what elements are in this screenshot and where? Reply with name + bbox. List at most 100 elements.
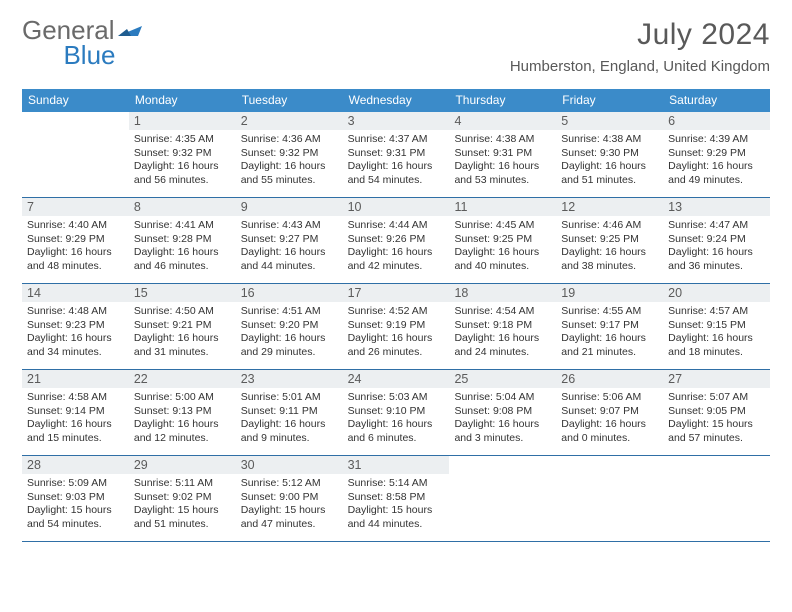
day-number: 18: [449, 284, 556, 302]
daylight-line: Daylight: 15 hours and 47 minutes.: [241, 504, 338, 531]
day-cell: 23Sunrise: 5:01 AMSunset: 9:11 PMDayligh…: [236, 370, 343, 456]
dow-cell: Tuesday: [236, 89, 343, 112]
day-number: 28: [22, 456, 129, 474]
daylight-line: Daylight: 16 hours and 53 minutes.: [454, 160, 551, 187]
sunset-line: Sunset: 9:07 PM: [561, 405, 658, 419]
sunset-line: Sunset: 9:15 PM: [668, 319, 765, 333]
title-block: July 2024 Humberston, England, United Ki…: [510, 18, 770, 75]
day-cell: 9Sunrise: 4:43 AMSunset: 9:27 PMDaylight…: [236, 198, 343, 284]
day-body: Sunrise: 5:12 AMSunset: 9:00 PMDaylight:…: [236, 474, 343, 538]
sunset-line: Sunset: 9:03 PM: [27, 491, 124, 505]
day-cell: [556, 456, 663, 542]
day-body: [22, 130, 129, 139]
day-number: 17: [343, 284, 450, 302]
daylight-line: Daylight: 16 hours and 0 minutes.: [561, 418, 658, 445]
day-number: 26: [556, 370, 663, 388]
day-body: Sunrise: 4:35 AMSunset: 9:32 PMDaylight:…: [129, 130, 236, 194]
day-body: Sunrise: 4:36 AMSunset: 9:32 PMDaylight:…: [236, 130, 343, 194]
day-body: Sunrise: 5:06 AMSunset: 9:07 PMDaylight:…: [556, 388, 663, 452]
daylight-line: Daylight: 16 hours and 29 minutes.: [241, 332, 338, 359]
location: Humberston, England, United Kingdom: [510, 58, 770, 75]
daylight-line: Daylight: 15 hours and 57 minutes.: [668, 418, 765, 445]
day-body: [449, 474, 556, 483]
day-body: Sunrise: 4:58 AMSunset: 9:14 PMDaylight:…: [22, 388, 129, 452]
sunrise-line: Sunrise: 4:45 AM: [454, 219, 551, 233]
day-cell: 10Sunrise: 4:44 AMSunset: 9:26 PMDayligh…: [343, 198, 450, 284]
week-row: 28Sunrise: 5:09 AMSunset: 9:03 PMDayligh…: [22, 456, 770, 542]
dow-cell: Friday: [556, 89, 663, 112]
day-cell: 11Sunrise: 4:45 AMSunset: 9:25 PMDayligh…: [449, 198, 556, 284]
day-number: 16: [236, 284, 343, 302]
day-number: [556, 456, 663, 474]
sunset-line: Sunset: 9:30 PM: [561, 147, 658, 161]
sunset-line: Sunset: 9:17 PM: [561, 319, 658, 333]
day-cell: 7Sunrise: 4:40 AMSunset: 9:29 PMDaylight…: [22, 198, 129, 284]
day-body: Sunrise: 5:14 AMSunset: 8:58 PMDaylight:…: [343, 474, 450, 538]
day-cell: 1Sunrise: 4:35 AMSunset: 9:32 PMDaylight…: [129, 112, 236, 198]
day-number: 29: [129, 456, 236, 474]
sunrise-line: Sunrise: 5:00 AM: [134, 391, 231, 405]
sunset-line: Sunset: 9:25 PM: [454, 233, 551, 247]
daylight-line: Daylight: 16 hours and 9 minutes.: [241, 418, 338, 445]
daylight-line: Daylight: 16 hours and 54 minutes.: [348, 160, 445, 187]
day-body: Sunrise: 4:40 AMSunset: 9:29 PMDaylight:…: [22, 216, 129, 280]
sunset-line: Sunset: 9:32 PM: [241, 147, 338, 161]
day-cell: 5Sunrise: 4:38 AMSunset: 9:30 PMDaylight…: [556, 112, 663, 198]
day-cell: 30Sunrise: 5:12 AMSunset: 9:00 PMDayligh…: [236, 456, 343, 542]
sunset-line: Sunset: 9:18 PM: [454, 319, 551, 333]
sunrise-line: Sunrise: 5:06 AM: [561, 391, 658, 405]
dow-row: SundayMondayTuesdayWednesdayThursdayFrid…: [22, 89, 770, 112]
day-body: Sunrise: 4:38 AMSunset: 9:30 PMDaylight:…: [556, 130, 663, 194]
day-cell: 14Sunrise: 4:48 AMSunset: 9:23 PMDayligh…: [22, 284, 129, 370]
day-cell: 2Sunrise: 4:36 AMSunset: 9:32 PMDaylight…: [236, 112, 343, 198]
sunset-line: Sunset: 9:31 PM: [454, 147, 551, 161]
day-number: 9: [236, 198, 343, 216]
sunrise-line: Sunrise: 5:04 AM: [454, 391, 551, 405]
day-body: Sunrise: 4:48 AMSunset: 9:23 PMDaylight:…: [22, 302, 129, 366]
sunset-line: Sunset: 9:10 PM: [348, 405, 445, 419]
day-cell: 16Sunrise: 4:51 AMSunset: 9:20 PMDayligh…: [236, 284, 343, 370]
dow-cell: Sunday: [22, 89, 129, 112]
day-cell: 22Sunrise: 5:00 AMSunset: 9:13 PMDayligh…: [129, 370, 236, 456]
day-number: 13: [663, 198, 770, 216]
logo-mark-icon: [118, 18, 144, 43]
day-cell: 18Sunrise: 4:54 AMSunset: 9:18 PMDayligh…: [449, 284, 556, 370]
daylight-line: Daylight: 16 hours and 55 minutes.: [241, 160, 338, 187]
day-number: 4: [449, 112, 556, 130]
sunrise-line: Sunrise: 4:48 AM: [27, 305, 124, 319]
day-body: Sunrise: 5:04 AMSunset: 9:08 PMDaylight:…: [449, 388, 556, 452]
day-body: [556, 474, 663, 483]
sunrise-line: Sunrise: 4:35 AM: [134, 133, 231, 147]
day-body: Sunrise: 4:43 AMSunset: 9:27 PMDaylight:…: [236, 216, 343, 280]
sunset-line: Sunset: 9:32 PM: [134, 147, 231, 161]
day-cell: 8Sunrise: 4:41 AMSunset: 9:28 PMDaylight…: [129, 198, 236, 284]
day-body: [663, 474, 770, 483]
day-cell: 21Sunrise: 4:58 AMSunset: 9:14 PMDayligh…: [22, 370, 129, 456]
sunset-line: Sunset: 9:24 PM: [668, 233, 765, 247]
sunrise-line: Sunrise: 4:39 AM: [668, 133, 765, 147]
day-cell: 26Sunrise: 5:06 AMSunset: 9:07 PMDayligh…: [556, 370, 663, 456]
day-cell: 13Sunrise: 4:47 AMSunset: 9:24 PMDayligh…: [663, 198, 770, 284]
daylight-line: Daylight: 15 hours and 44 minutes.: [348, 504, 445, 531]
day-cell: 15Sunrise: 4:50 AMSunset: 9:21 PMDayligh…: [129, 284, 236, 370]
week-row: 14Sunrise: 4:48 AMSunset: 9:23 PMDayligh…: [22, 284, 770, 370]
day-cell: [663, 456, 770, 542]
day-cell: [22, 112, 129, 198]
day-number: 8: [129, 198, 236, 216]
sunrise-line: Sunrise: 4:55 AM: [561, 305, 658, 319]
day-body: Sunrise: 5:03 AMSunset: 9:10 PMDaylight:…: [343, 388, 450, 452]
day-body: Sunrise: 4:45 AMSunset: 9:25 PMDaylight:…: [449, 216, 556, 280]
day-body: Sunrise: 4:39 AMSunset: 9:29 PMDaylight:…: [663, 130, 770, 194]
sunrise-line: Sunrise: 4:40 AM: [27, 219, 124, 233]
sunset-line: Sunset: 9:25 PM: [561, 233, 658, 247]
day-body: Sunrise: 4:52 AMSunset: 9:19 PMDaylight:…: [343, 302, 450, 366]
day-number: 6: [663, 112, 770, 130]
day-number: 22: [129, 370, 236, 388]
sunset-line: Sunset: 9:14 PM: [27, 405, 124, 419]
sunset-line: Sunset: 9:29 PM: [27, 233, 124, 247]
day-cell: 25Sunrise: 5:04 AMSunset: 9:08 PMDayligh…: [449, 370, 556, 456]
day-number: 12: [556, 198, 663, 216]
week-row: 21Sunrise: 4:58 AMSunset: 9:14 PMDayligh…: [22, 370, 770, 456]
day-number: 14: [22, 284, 129, 302]
header: GeneralBlue July 2024 Humberston, Englan…: [22, 18, 770, 75]
